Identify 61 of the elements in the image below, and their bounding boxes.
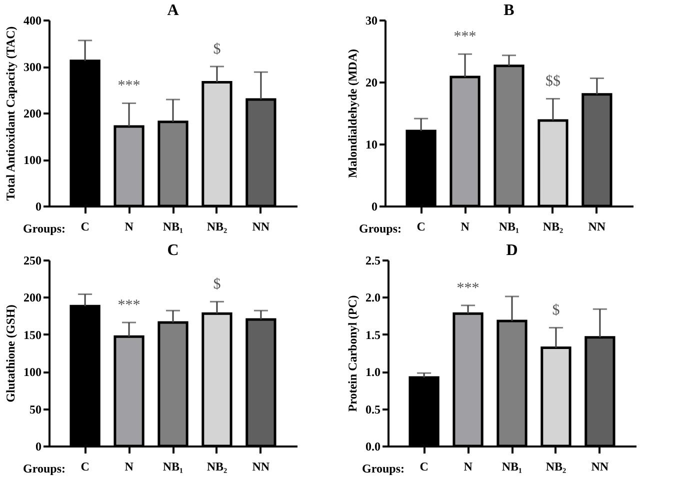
x-tick-label: NB₁ — [162, 460, 184, 474]
y-tick-label: 30 — [366, 14, 378, 28]
x-tick-label: C — [420, 460, 428, 474]
y-tick-label: 250 — [24, 254, 42, 268]
y-tick-label: 200 — [24, 106, 42, 120]
annotation: $ — [213, 42, 222, 58]
x-tick-label: NB₁ — [498, 220, 520, 234]
y-tick-label: 0.0 — [366, 440, 380, 454]
y-tick-label: 2.0 — [366, 290, 380, 305]
x-tick-label: NN — [588, 220, 606, 234]
y-axis-title: Protein Carbonyl (PC) — [346, 295, 360, 412]
x-tick-label: NB₂ — [546, 460, 566, 474]
chart-title: B — [504, 2, 515, 19]
annotation: *** — [454, 29, 476, 46]
x-tick-label: NN — [591, 460, 609, 474]
annotation: *** — [118, 297, 140, 314]
x-tick-label: NN — [252, 220, 270, 234]
y-tick-label: 150 — [24, 328, 42, 342]
annotation: $$ — [545, 74, 561, 90]
y-tick-label: 0 — [36, 200, 42, 214]
y-axis-title: Malondialdehyde (MDA) — [346, 48, 360, 178]
x-tick-label: N — [124, 220, 134, 234]
x-axis-title: Groups: — [23, 462, 66, 476]
x-tick-label: N — [460, 220, 470, 234]
x-tick-label: NN — [252, 460, 270, 474]
y-axis-title: Glutathione (GSH) — [4, 304, 18, 402]
y-tick-label: 0 — [36, 440, 42, 454]
x-tick-label: NB₂ — [542, 220, 564, 234]
annotation: *** — [118, 78, 140, 94]
x-tick-label: C — [416, 220, 426, 234]
x-tick-label: N — [124, 460, 134, 474]
y-tick-label: 1.0 — [366, 365, 380, 380]
chart-title: A — [167, 2, 180, 19]
x-tick-label: NB₁ — [502, 460, 523, 474]
chart-title: D — [506, 242, 518, 259]
y-tick-label: 2.5 — [366, 254, 380, 268]
x-axis-title: Groups: — [23, 222, 66, 236]
y-tick-label: 400 — [24, 14, 42, 28]
annotation: $ — [552, 302, 560, 319]
chart-title: C — [167, 242, 179, 259]
x-tick-label: C — [80, 220, 90, 234]
annotation: *** — [456, 280, 480, 296]
x-tick-label: NB₁ — [162, 220, 184, 234]
y-tick-label: 200 — [24, 290, 42, 305]
y-tick-label: 100 — [24, 365, 42, 380]
y-axis-title: Total Antioxidant Capacity (TAC) — [4, 26, 18, 201]
y-tick-label: 20 — [366, 76, 378, 90]
y-tick-label: 300 — [24, 60, 42, 74]
y-tick-label: 0 — [372, 200, 378, 214]
x-axis-title: Groups: — [359, 222, 402, 236]
y-tick-label: 100 — [24, 153, 42, 167]
x-tick-label: NB₂ — [206, 460, 228, 474]
y-tick-label: 10 — [366, 138, 378, 152]
annotation: $ — [213, 276, 222, 293]
y-tick-label: 1.5 — [366, 328, 380, 342]
y-tick-label: 50 — [30, 402, 42, 416]
x-tick-label: N — [464, 460, 473, 474]
x-axis-title: Groups: — [362, 462, 404, 476]
y-tick-label: 0.5 — [366, 402, 380, 416]
x-tick-label: C — [80, 460, 90, 474]
x-tick-label: NB₂ — [206, 220, 228, 234]
